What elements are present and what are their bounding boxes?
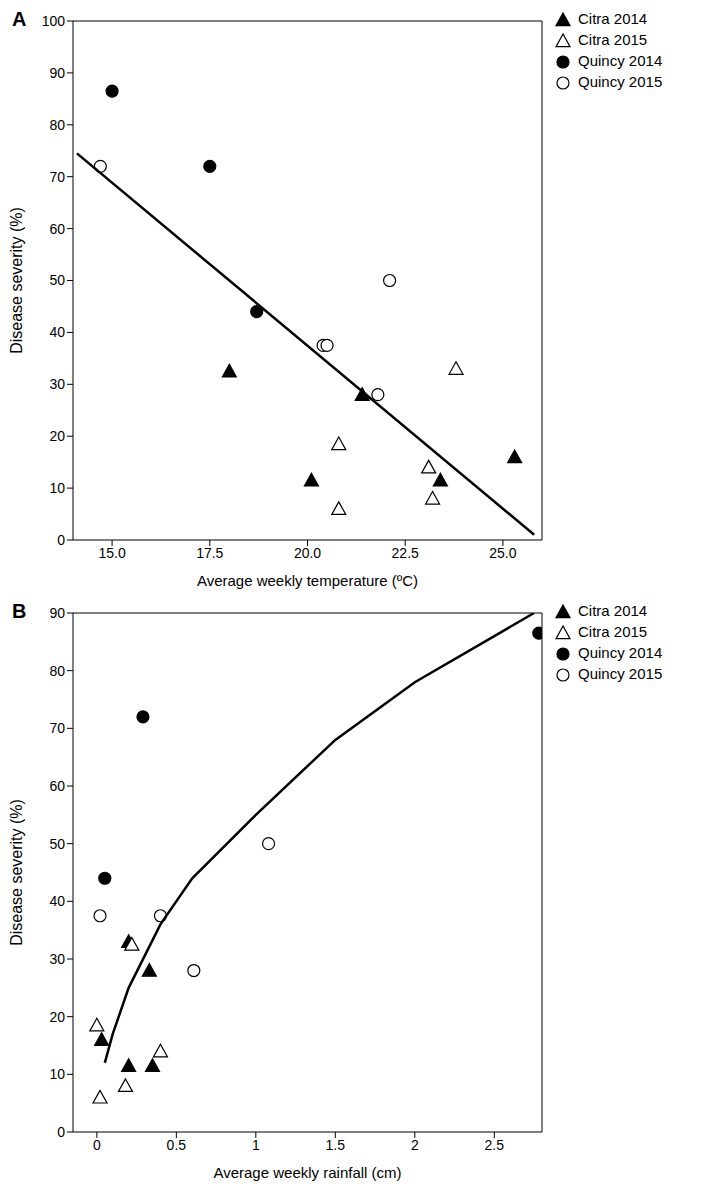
svg-text:90: 90 — [49, 605, 65, 621]
html-text:Quincy 2014: Quincy 2014 — [578, 644, 663, 661]
svg-text:90: 90 — [49, 65, 65, 81]
svg-text:60: 60 — [49, 221, 65, 237]
svg-text:60: 60 — [49, 778, 65, 794]
svg-text:Disease severity (%): Disease severity (%) — [8, 799, 25, 946]
svg-text:0: 0 — [57, 1124, 65, 1140]
svg-text:70: 70 — [49, 169, 65, 185]
svg-text:50: 50 — [49, 272, 65, 288]
svg-text:80: 80 — [49, 663, 65, 679]
svg-text:2.5: 2.5 — [485, 1137, 505, 1153]
svg-text:Average weekly rainfall (cm): Average weekly rainfall (cm) — [213, 1164, 401, 1181]
svg-text:20.0: 20.0 — [294, 545, 321, 561]
svg-text:15.0: 15.0 — [98, 545, 125, 561]
html-text:B: B — [12, 600, 27, 622]
html-text:Quincy 2015: Quincy 2015 — [578, 665, 663, 682]
svg-text:40: 40 — [49, 893, 65, 909]
svg-text:22.5: 22.5 — [392, 545, 419, 561]
html-text:Quincy 2015: Quincy 2015 — [578, 73, 663, 90]
html-text:A: A — [12, 8, 27, 30]
svg-text:30: 30 — [49, 376, 65, 392]
svg-text:17.5: 17.5 — [196, 545, 223, 561]
svg-text:20: 20 — [49, 428, 65, 444]
html-text:Citra 2015: Citra 2015 — [578, 623, 648, 640]
svg-text:2: 2 — [411, 1137, 419, 1153]
svg-text:0: 0 — [57, 532, 65, 548]
svg-text:Average weekly temperature (ºC: Average weekly temperature (ºC) — [197, 572, 418, 589]
html-text:Citra 2015: Citra 2015 — [578, 31, 648, 48]
svg-text:25.0: 25.0 — [489, 545, 516, 561]
svg-text:40: 40 — [49, 324, 65, 340]
svg-text:80: 80 — [49, 117, 65, 133]
svg-text:Disease severity (%): Disease severity (%) — [8, 207, 25, 354]
svg-text:100: 100 — [42, 13, 66, 29]
svg-text:1: 1 — [252, 1137, 260, 1153]
svg-text:50: 50 — [49, 836, 65, 852]
svg-text:0: 0 — [93, 1137, 101, 1153]
svg-text:30: 30 — [49, 951, 65, 967]
svg-text:70: 70 — [49, 720, 65, 736]
svg-text:1.5: 1.5 — [326, 1137, 346, 1153]
html-text:Citra 2014: Citra 2014 — [578, 602, 648, 619]
svg-text:20: 20 — [49, 1009, 65, 1025]
svg-text:10: 10 — [49, 1066, 65, 1082]
html-text:Citra 2014: Citra 2014 — [578, 10, 648, 27]
svg-text:0.5: 0.5 — [167, 1137, 187, 1153]
svg-text:10: 10 — [49, 480, 65, 496]
html-text:Quincy 2014: Quincy 2014 — [578, 52, 663, 69]
